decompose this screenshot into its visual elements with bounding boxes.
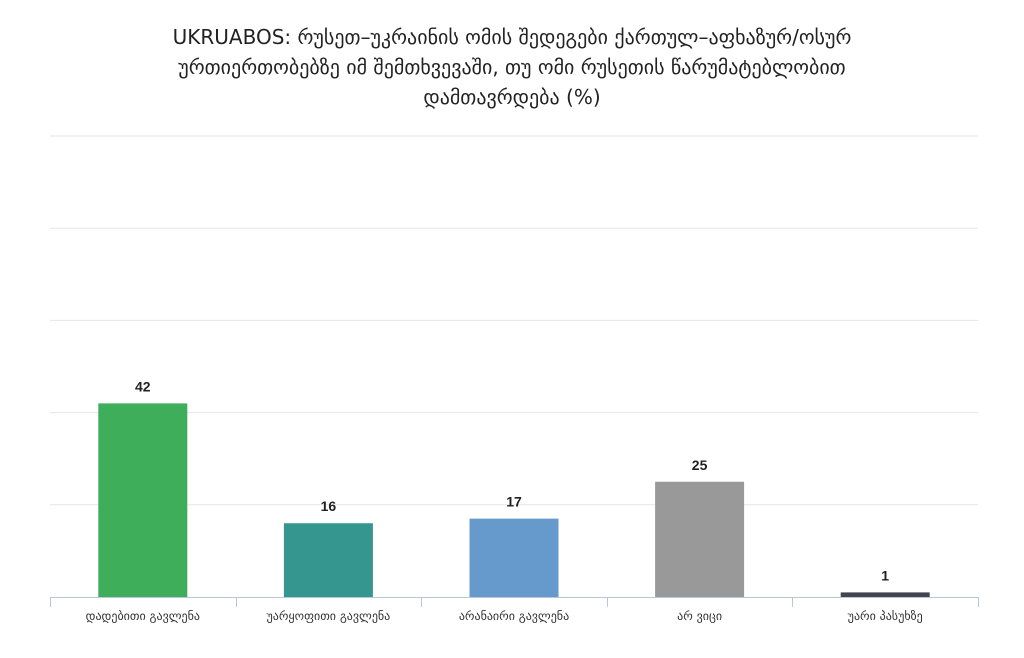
chart-title-line-1: UKRUABOS: რუსეთ–უკრაინის ომის შედეგები ქ… [172, 25, 852, 49]
bars [98, 403, 930, 597]
data-labels: 42 16 17 25 1 [135, 378, 889, 583]
gridlines [50, 135, 978, 506]
bar [283, 523, 373, 597]
x-axis [50, 597, 979, 607]
category-label: უარყოფითი გავლენა [267, 609, 391, 623]
category-label: არ ვიცი [677, 609, 722, 623]
data-label: 17 [506, 494, 522, 510]
data-label: 1 [881, 567, 889, 583]
chart-title-line-3: დამთავრდება (%) [423, 85, 601, 109]
chart-title: UKRUABOS: რუსეთ–უკრაინის ომის შედეგები ქ… [100, 22, 924, 112]
data-label: 42 [135, 378, 151, 394]
category-label: უარი პასუხზე [848, 609, 923, 623]
data-label: 16 [321, 498, 337, 514]
bar [469, 518, 559, 597]
category-label: დადებითი გავლენა [86, 609, 200, 623]
bar [655, 481, 745, 597]
chart-title-line-2: ურთიერთობებზე იმ შემთხვევაში, თუ ომი რუს… [178, 55, 846, 79]
bar [840, 592, 930, 597]
bar [98, 403, 188, 597]
category-labels: დადებითი გავლენა უარყოფითი გავლენა არანაირ… [86, 609, 923, 623]
category-label: არანაირი გავლენა [459, 609, 569, 623]
data-label: 25 [692, 457, 708, 473]
